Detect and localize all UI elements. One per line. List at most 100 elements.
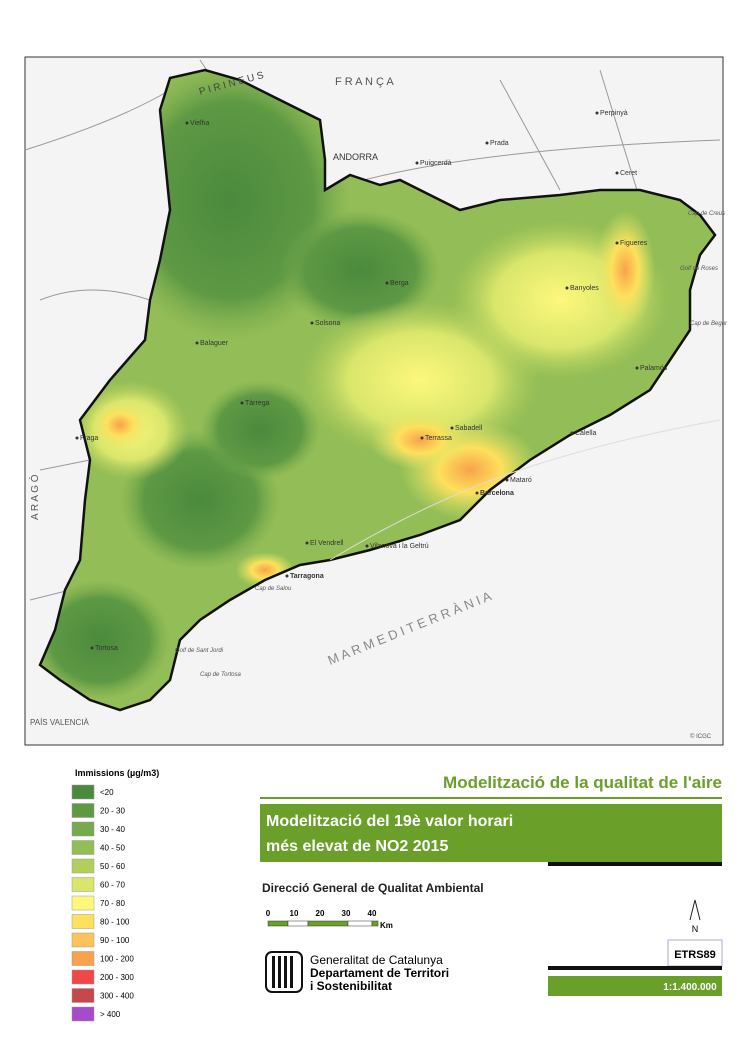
legend-swatch [71, 858, 95, 874]
legend-label: 60 - 70 [100, 881, 125, 890]
rule [548, 862, 722, 866]
city-dot [305, 541, 309, 545]
north-arrow [689, 899, 701, 921]
city-dot [450, 426, 454, 430]
city-dot [475, 491, 479, 495]
city-dot [635, 366, 639, 370]
north-label: N [692, 924, 699, 934]
cape-label: Cap de Creus [688, 211, 725, 217]
logo-text: Departament de Territori [310, 966, 449, 980]
city-label: Mataró [510, 477, 532, 484]
city-label: Barcelona [480, 490, 514, 497]
scale-ratio: 1:1.400.000 [663, 982, 717, 993]
legend-swatch [71, 877, 95, 892]
city-dot [565, 286, 569, 290]
legend-label: 300 - 400 [100, 992, 134, 1001]
scale-tick: 30 [342, 909, 351, 918]
city-label: Vilanova i la Geltrú [370, 543, 429, 550]
city-label: Berga [390, 280, 409, 287]
city-label: Figueres [620, 240, 648, 247]
city-dot [570, 431, 574, 435]
cape-label: Cap de Salou [255, 586, 292, 592]
legend-label: 80 - 100 [100, 918, 130, 927]
department: Direcció General de Qualitat Ambiental [262, 881, 484, 895]
city-dot [485, 141, 489, 145]
legend-swatch [71, 1006, 95, 1022]
city-dot [615, 241, 619, 245]
subtitle: Modelització del 19è valor horari [266, 813, 513, 830]
cape-labels: Cap de Creus Golf de Roses Cap de Salou Gol… [175, 211, 728, 678]
legend-label: 200 - 300 [100, 973, 134, 982]
legend-label: 100 - 200 [100, 955, 134, 964]
city-label: Terrassa [425, 435, 452, 442]
bathymetry [329, 419, 721, 561]
city-dot [195, 341, 199, 345]
scale-unit: Km [380, 921, 393, 930]
city-label: Vielha [190, 120, 209, 127]
legend-swatch [71, 895, 95, 911]
city-label: Prada [490, 140, 509, 147]
city-dot [385, 281, 389, 285]
copyright: © ICGC [690, 733, 712, 740]
cape-label: Cap de Begur [690, 321, 728, 327]
logo-text: Generalitat de Catalunya [310, 953, 443, 967]
city-label: Ceret [620, 170, 637, 177]
logo-text: i Sostenibilitat [310, 979, 392, 993]
city-dot [420, 436, 424, 440]
city-dot [595, 111, 599, 115]
city-dot [185, 121, 189, 125]
city-dot [90, 646, 94, 650]
city-label: Calella [575, 430, 597, 437]
city-dot [415, 161, 419, 165]
country-label: ANDORRA [333, 152, 378, 162]
legend-label: > 400 [100, 1010, 121, 1019]
city-dot [310, 321, 314, 325]
city-label: Fraga [80, 435, 98, 442]
legend-label: 90 - 100 [100, 936, 130, 945]
city-dot [240, 401, 244, 405]
city-label: Balaguer [200, 340, 229, 347]
main-title: Modelització de la qualitat de l'aire [443, 773, 722, 792]
scale-tick: 10 [290, 909, 299, 918]
city-dot [615, 171, 619, 175]
legend-label: 40 - 50 [100, 844, 125, 853]
legend-label: 50 - 60 [100, 862, 125, 871]
legend-swatch [71, 932, 95, 948]
legend-label: <20 [100, 788, 114, 797]
legend-swatch [71, 969, 95, 985]
legend-label: 20 - 30 [100, 807, 125, 816]
legend-swatch [71, 840, 95, 855]
legend-title: Immissions (µg/m3) [75, 768, 159, 778]
ratio-box [548, 976, 722, 996]
city-label: Palamós [640, 365, 668, 372]
scale-tick: 0 [266, 909, 271, 918]
legend-swatch [71, 821, 95, 837]
projection: ETRS89 [674, 949, 716, 961]
cape-label: Cap de Tortosa [200, 672, 241, 678]
city-label: Tàrrega [245, 400, 270, 407]
city-dot [365, 544, 369, 548]
country-label: F R A N Ç A [335, 76, 394, 88]
city-dot [75, 436, 79, 440]
city-label: Solsona [315, 320, 340, 327]
legend-swatch [71, 803, 95, 818]
city-dot [505, 478, 509, 482]
scale-tick: 20 [316, 909, 325, 918]
projection-box [667, 939, 723, 967]
city-label: El Vendrell [310, 540, 344, 547]
region-label: A R A G Ó [28, 474, 41, 520]
city-label: Tortosa [95, 645, 118, 652]
city-label: Sabadell [455, 425, 483, 432]
legend-swatch [71, 988, 95, 1003]
cape-label: Golf de Roses [680, 266, 718, 272]
scale-bar: 0 10 20 30 40 [266, 909, 379, 927]
city-label: Puigcerdà [420, 160, 452, 167]
cape-label: Golf de Sant Jordi [175, 648, 224, 654]
city-label: Banyoles [570, 285, 599, 292]
subtitle-box [260, 804, 722, 862]
region-label: PAÍS VALENCIÀ [30, 718, 90, 727]
legend: <20 20 - 30 30 - 40 40 - 50 50 - 60 60 - 70 70… [71, 784, 134, 1022]
city-label: Perpinyà [600, 110, 628, 117]
city-label: Tarragona [290, 573, 324, 580]
